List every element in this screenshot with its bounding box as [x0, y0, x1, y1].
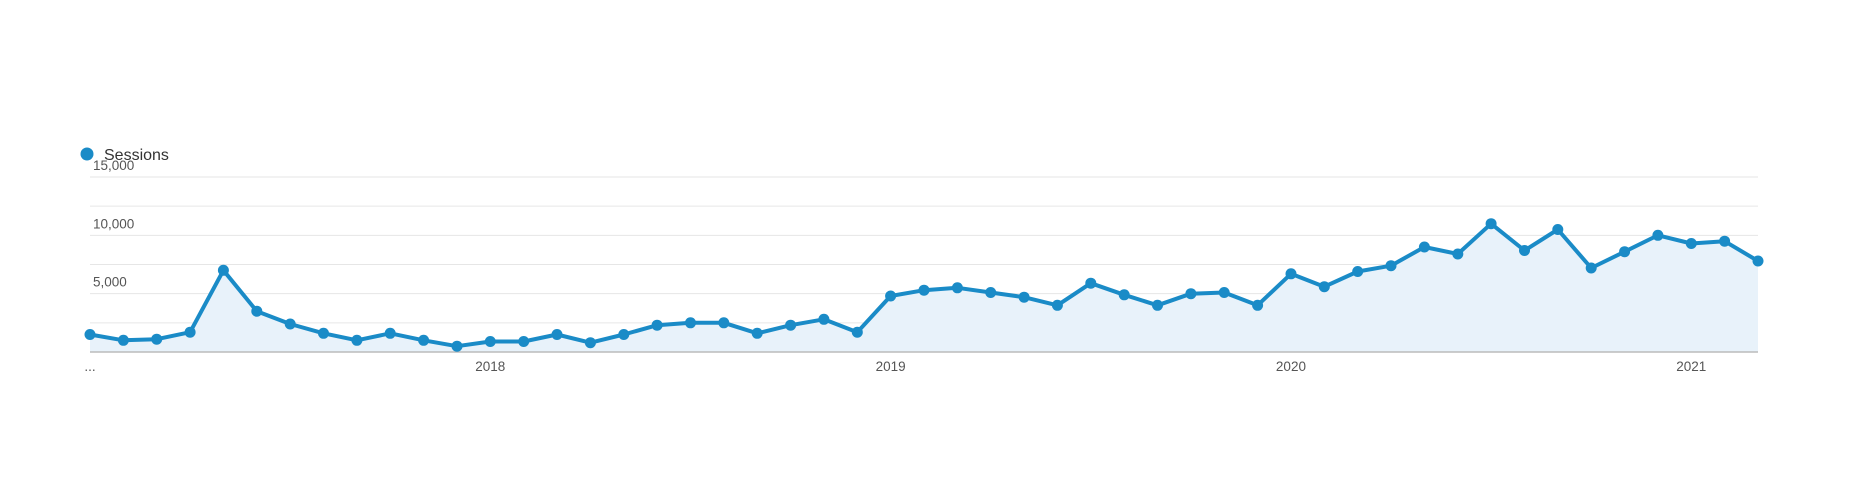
legend-label-sessions: Sessions: [104, 147, 169, 164]
data-point-2017-03[interactable]: [151, 333, 163, 345]
data-point-2017-12[interactable]: [451, 340, 463, 352]
data-point-2019-04[interactable]: [985, 287, 997, 298]
y-tick-label: 15,000: [93, 158, 134, 173]
data-point-2017-06[interactable]: [251, 305, 263, 317]
legend-swatch-sessions: [80, 147, 94, 161]
data-point-2019-11[interactable]: [1218, 287, 1230, 298]
data-point-2017-08[interactable]: [318, 327, 329, 339]
data-point-2019-08[interactable]: [1118, 289, 1130, 301]
x-tick-label: 2018: [475, 359, 505, 374]
data-point-2020-11[interactable]: [1619, 246, 1631, 258]
data-point-2018-10[interactable]: [785, 319, 797, 331]
data-point-2018-09[interactable]: [751, 327, 763, 339]
data-point-2020-10[interactable]: [1585, 262, 1597, 274]
data-point-2017-11[interactable]: [418, 334, 430, 346]
data-point-2018-08[interactable]: [718, 317, 730, 329]
area-fill: [90, 223, 1758, 352]
series-area-sessions: [90, 223, 1758, 352]
data-point-2017-04[interactable]: [184, 326, 196, 338]
data-point-2020-03[interactable]: [1352, 266, 1364, 277]
data-point-2019-05[interactable]: [1018, 291, 1030, 303]
data-points[interactable]: [84, 218, 1764, 352]
data-point-2019-02[interactable]: [918, 284, 930, 296]
x-tick-label: 2021: [1676, 359, 1706, 374]
data-point-2020-06[interactable]: [1452, 248, 1464, 260]
data-point-2019-07[interactable]: [1085, 277, 1097, 289]
x-tick-label: 2019: [876, 359, 906, 374]
data-point-2017-01[interactable]: [84, 329, 96, 340]
data-point-2018-07[interactable]: [685, 317, 696, 329]
x-tick-label: ...: [84, 359, 95, 374]
data-point-2018-03[interactable]: [551, 329, 563, 340]
data-point-2021-03[interactable]: [1752, 255, 1764, 267]
data-point-2019-06[interactable]: [1051, 299, 1063, 311]
data-point-2020-08[interactable]: [1519, 245, 1530, 256]
data-point-2018-06[interactable]: [651, 319, 663, 331]
data-point-2018-05[interactable]: [618, 329, 630, 340]
data-point-2021-01[interactable]: [1685, 238, 1697, 249]
data-point-2017-09[interactable]: [351, 334, 363, 346]
data-point-2017-07[interactable]: [284, 318, 296, 330]
data-point-2018-12[interactable]: [851, 326, 863, 338]
data-point-2019-10[interactable]: [1185, 288, 1197, 300]
data-point-2020-09[interactable]: [1552, 224, 1564, 235]
data-point-2020-02[interactable]: [1318, 281, 1330, 293]
y-axis-tick-labels: 5,000 10,000 15,000: [93, 158, 134, 290]
data-point-2019-09[interactable]: [1152, 299, 1163, 311]
data-point-2021-02[interactable]: [1719, 235, 1731, 247]
data-point-2020-05[interactable]: [1418, 241, 1430, 253]
data-point-2018-04[interactable]: [584, 337, 596, 349]
data-point-2019-03[interactable]: [951, 282, 963, 294]
y-tick-label: 10,000: [93, 216, 134, 231]
data-point-2017-05[interactable]: [217, 264, 229, 276]
data-point-2020-04[interactable]: [1385, 260, 1397, 272]
data-point-2018-01[interactable]: [484, 336, 496, 347]
data-point-2019-01[interactable]: [885, 290, 897, 302]
data-point-2017-02[interactable]: [117, 334, 129, 346]
data-point-2019-12[interactable]: [1252, 299, 1264, 311]
x-tick-label: 2020: [1276, 359, 1306, 374]
data-point-2020-12[interactable]: [1652, 229, 1664, 241]
data-point-2020-01[interactable]: [1285, 268, 1297, 280]
data-point-2017-10[interactable]: [384, 327, 396, 339]
legend[interactable]: Sessions: [80, 147, 169, 164]
x-axis-tick-labels: ... 2018 2019 2020 2021: [84, 359, 1706, 374]
y-tick-label: 5,000: [93, 275, 127, 290]
data-point-2018-02[interactable]: [518, 336, 530, 347]
data-point-2018-11[interactable]: [818, 313, 830, 325]
data-point-2020-07[interactable]: [1485, 218, 1497, 230]
